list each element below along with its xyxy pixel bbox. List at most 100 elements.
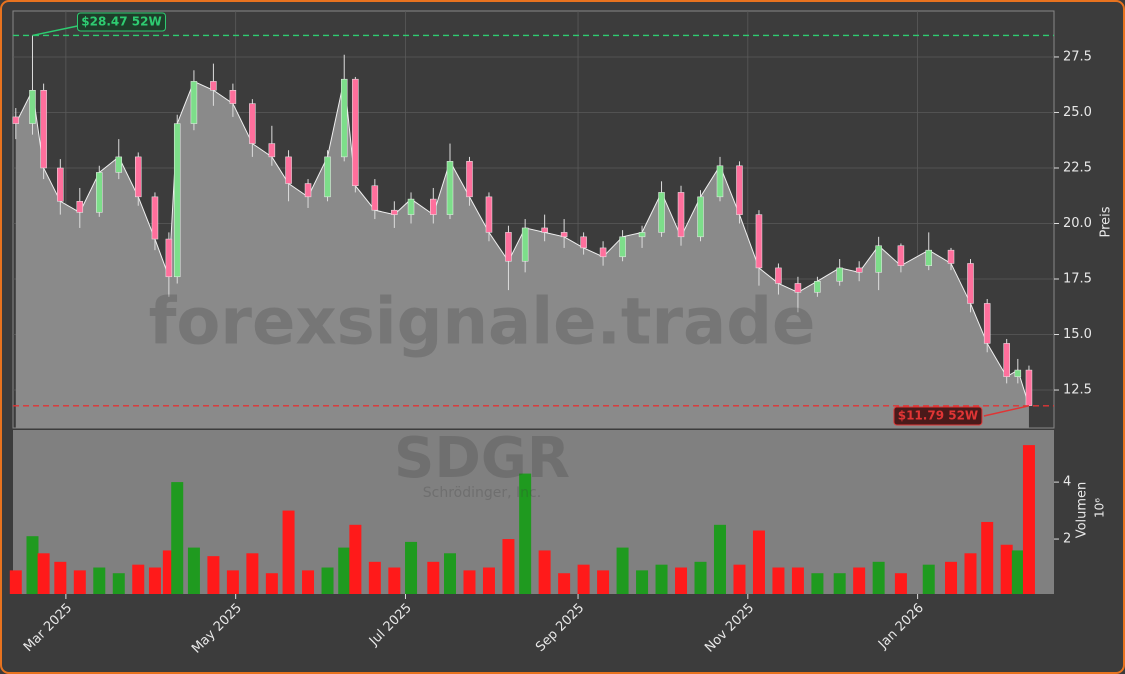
company: Schrödinger, Inc. [423,485,541,501]
candle-body [925,249,932,266]
candle-body [57,167,64,202]
candle-body [736,165,743,215]
volume-bar [349,524,362,594]
volume-bar [463,570,476,594]
candle-body [446,161,454,215]
candle-body [324,156,331,198]
volume-bar [207,556,220,594]
volume-bar [733,564,746,594]
volume-bar [833,573,846,594]
candle-body [249,103,256,144]
volume-bar [265,573,278,594]
volume-bar [405,541,418,594]
y-tick-label: 27.5 [1063,49,1092,64]
candle-body [340,78,348,158]
candle-body [1014,369,1022,377]
candle-body [638,232,646,238]
volume-bar [853,567,866,594]
candle-body [96,172,103,213]
candle-body [775,267,782,284]
volume-bar [519,473,532,594]
candle-body [897,245,905,266]
watermark: forexsignale.trade [149,286,816,360]
candle-body [1025,369,1033,406]
annotation-label: $11.79 52W [898,409,978,423]
candle-body [229,90,237,104]
annotation-arrow [32,25,78,37]
candle-body [836,267,843,282]
candle-body [541,227,548,233]
volume-bar [37,553,50,594]
volume-bar [981,521,994,594]
volume-bar [964,553,977,594]
candle-body [29,90,36,124]
volume-bar [538,550,551,594]
volume-y-tick-label: 4 [1063,475,1071,490]
volume-bar [597,570,610,594]
volume-bar [772,567,785,594]
candle-body [304,183,312,198]
symbol: SDGR [394,426,570,491]
candle-body [560,232,568,238]
volume-bar [282,510,295,594]
candle-body [855,267,863,273]
candle-body [407,198,415,215]
candle-body [619,236,626,258]
volume-y-tick-label: 2 [1063,532,1071,547]
candle-body [115,156,123,173]
candle-body [430,198,437,215]
volume-bar [368,561,381,594]
volume-bar [1011,550,1024,594]
volume-bar [226,570,239,594]
volume-bar [675,567,688,594]
volume-scale-label: 10⁶ [1093,498,1107,518]
candle-body [210,81,217,91]
volume-bar [321,567,334,594]
y-tick-label: 12.5 [1063,383,1092,398]
candle-body [947,249,955,264]
volume-bar [894,573,907,594]
annotation-arrow [983,405,1030,417]
candle-body [814,280,821,293]
volume-bar [752,530,765,594]
candle-body [697,196,704,238]
volume-axis-label: Volumen [1075,482,1090,539]
y-tick-label: 15.0 [1063,327,1092,342]
candle-body [716,165,724,198]
annotation-box [893,406,983,426]
volume-bar [502,539,515,594]
candle-body [1003,343,1010,377]
volume-bar [338,547,351,594]
volume-bar [73,570,86,594]
candle-body [135,156,142,198]
volume-bar [388,567,401,594]
volume-bar [9,570,22,594]
candle-body [658,192,665,233]
volume-bar [132,564,145,594]
candle-body [190,81,198,124]
candle-body [371,185,379,211]
candle-body [485,196,493,233]
volume-bar [187,547,200,594]
volume-bar [482,567,495,594]
candle-body [599,247,607,258]
annotation-box [76,12,166,32]
volume-bar [811,573,824,594]
candle-body [173,123,181,278]
candle-body [285,156,292,184]
volume-bar [713,524,726,594]
candle-body [352,78,359,186]
candle-body [677,192,685,238]
y-tick-label: 20.0 [1063,216,1092,231]
candle-body [40,90,47,169]
candle-body [521,227,529,262]
candle-body [151,196,159,240]
y-tick-label: 22.5 [1063,160,1092,175]
candle-body [391,209,398,215]
volume-bar [427,561,440,594]
volume-bar [922,564,935,594]
volume-bar [558,573,571,594]
volume-bar [54,561,67,594]
